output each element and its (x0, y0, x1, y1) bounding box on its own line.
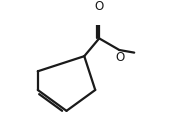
Text: O: O (95, 0, 104, 13)
Text: O: O (115, 51, 125, 64)
